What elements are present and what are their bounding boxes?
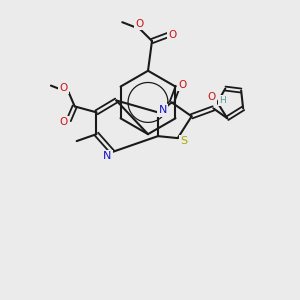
Text: O: O [207, 92, 216, 103]
Text: N: N [103, 151, 112, 161]
Text: O: O [60, 117, 68, 127]
Text: O: O [135, 19, 143, 29]
Text: N: N [159, 105, 167, 116]
Text: O: O [178, 80, 187, 90]
Text: O: O [169, 30, 177, 40]
Text: H: H [219, 96, 226, 105]
Text: S: S [180, 136, 187, 146]
Text: O: O [60, 82, 68, 93]
